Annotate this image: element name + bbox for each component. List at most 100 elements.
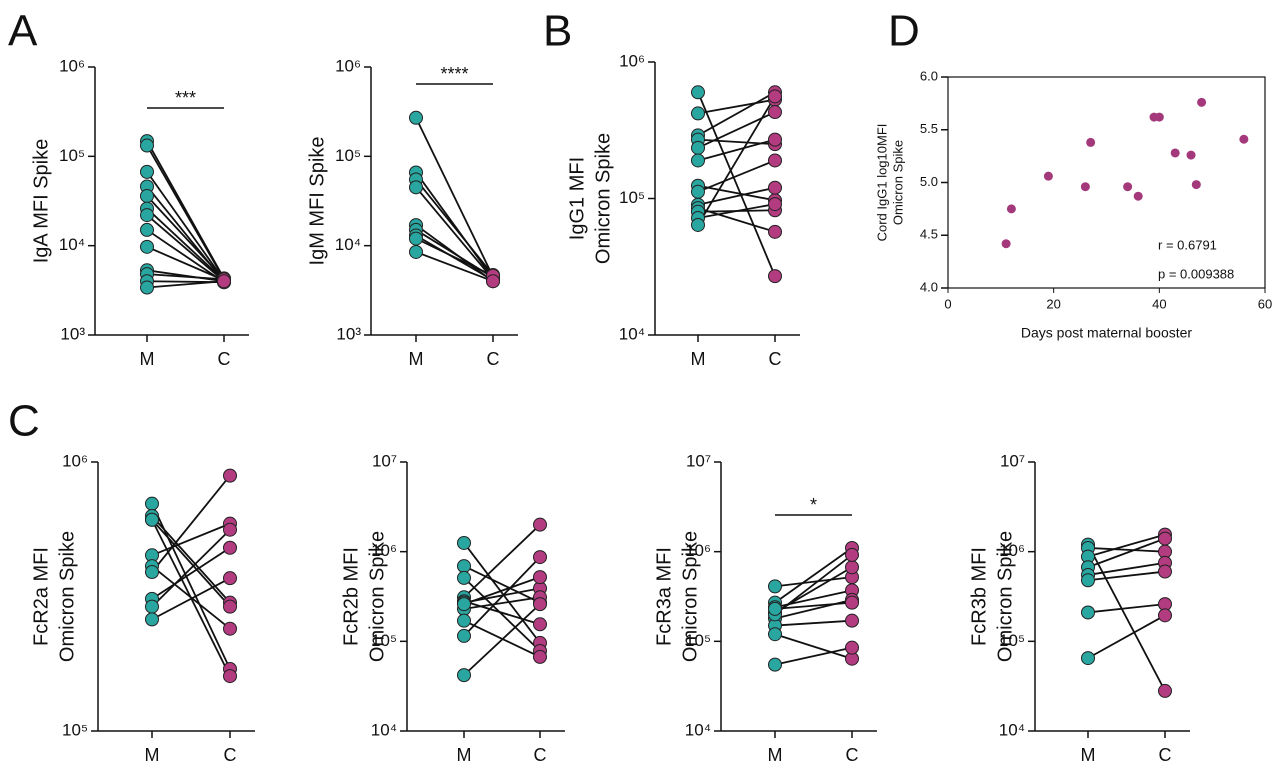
- pair-line: [151, 565, 231, 630]
- pair-line: [146, 269, 225, 283]
- data-point: [1001, 239, 1011, 249]
- data-point: [145, 496, 159, 511]
- data-point: [409, 180, 423, 195]
- x-tick-label: C: [487, 349, 500, 369]
- pair-line: [146, 273, 225, 281]
- data-point: [1186, 150, 1196, 160]
- x-tick-label: 0: [944, 296, 951, 311]
- plot-frame: [947, 76, 1266, 289]
- data-point: [1158, 531, 1172, 546]
- pair-line: [463, 600, 541, 626]
- panel-letter: A: [8, 7, 38, 56]
- data-point: [768, 105, 782, 120]
- y-tick-label: 10⁶: [685, 541, 711, 560]
- data-point: [845, 595, 859, 610]
- data-point: [223, 540, 237, 555]
- data-point: [1006, 204, 1016, 214]
- pair-line: [146, 171, 225, 281]
- significance: *: [810, 495, 817, 515]
- pair-line: [151, 529, 231, 608]
- y-tick-label: 5.0: [920, 174, 938, 189]
- data-point: [145, 565, 159, 580]
- pair-line: [774, 554, 853, 616]
- x-tick-label: M: [140, 349, 155, 369]
- data-point: [768, 180, 782, 195]
- data-point: [409, 231, 423, 246]
- data-point: [691, 85, 705, 100]
- pair-line: [415, 117, 494, 278]
- y-tick-label: 10⁷: [1000, 451, 1025, 470]
- data-point: [457, 597, 471, 612]
- data-point: [768, 89, 782, 104]
- data-point: [140, 222, 154, 237]
- data-point: [845, 547, 859, 562]
- y-axis-label: Omicron Spike: [679, 531, 701, 662]
- y-axis-label: FcR3a MFI: [653, 547, 675, 646]
- pair-line: [1087, 561, 1166, 576]
- data-point: [845, 640, 859, 655]
- data-point: [533, 570, 547, 585]
- y-axis-label: FcR2b MFI: [340, 547, 362, 646]
- data-point: [223, 522, 237, 537]
- data-point: [140, 188, 154, 203]
- y-axis-label: FcR2a MFI: [30, 547, 52, 646]
- pair-line: [146, 207, 225, 281]
- panel-letter: B: [543, 7, 572, 56]
- x-axis-label: Days post maternal booster: [1021, 325, 1193, 341]
- y-tick-label: 10⁴: [335, 235, 361, 254]
- data-point: [140, 280, 154, 295]
- data-point: [533, 649, 547, 664]
- y-axis-label: Omicron Spike: [366, 531, 388, 662]
- data-point: [1081, 605, 1095, 620]
- y-tick-label: 10⁵: [685, 631, 711, 650]
- data-point: [1081, 651, 1095, 666]
- pair-line: [774, 633, 853, 660]
- data-point: [1133, 191, 1143, 201]
- y-tick-label: 10⁷: [686, 451, 711, 470]
- x-tick-label: C: [769, 349, 782, 369]
- data-point: [1239, 134, 1249, 144]
- data-point: [533, 517, 547, 532]
- y-tick-label: 6.0: [920, 68, 938, 83]
- y-tick-label: 10⁵: [62, 720, 88, 739]
- x-tick-label: M: [768, 745, 783, 765]
- y-tick-label: 10³: [336, 324, 361, 343]
- data-point: [1081, 573, 1095, 588]
- pair-line: [1087, 614, 1166, 659]
- pair-line: [463, 596, 541, 610]
- data-point: [223, 571, 237, 586]
- pair-line: [463, 603, 541, 676]
- data-point: [691, 153, 705, 168]
- y-axis-label: Cord IgG1 log10MFI: [874, 124, 889, 242]
- pair-line: [1087, 533, 1166, 558]
- pair-line: [151, 515, 231, 604]
- data-point: [145, 512, 159, 527]
- pair-line: [151, 546, 231, 600]
- data-point: [691, 217, 705, 232]
- y-tick-label: 10⁵: [371, 631, 397, 650]
- pair-line: [463, 576, 541, 605]
- x-tick-label: C: [846, 745, 859, 765]
- data-point: [533, 617, 547, 632]
- data-point: [145, 599, 159, 614]
- pair-line: [463, 542, 541, 644]
- pair-line: [415, 237, 494, 277]
- data-point: [768, 197, 782, 212]
- data-point: [457, 559, 471, 574]
- data-point: [486, 274, 500, 289]
- pair-line: [697, 95, 776, 226]
- data-point: [691, 140, 705, 155]
- y-tick-label: 10⁶: [999, 541, 1025, 560]
- x-tick-label: M: [1081, 745, 1096, 765]
- pair-line: [697, 186, 776, 206]
- data-point: [1191, 180, 1201, 190]
- data-point: [409, 110, 423, 125]
- x-tick-label: M: [691, 349, 706, 369]
- y-tick-label: 10³: [60, 324, 85, 343]
- pair-line: [697, 138, 776, 162]
- pair-line: [774, 547, 853, 604]
- pair-line: [415, 251, 494, 283]
- pair-line: [151, 519, 231, 608]
- data-point: [223, 669, 237, 684]
